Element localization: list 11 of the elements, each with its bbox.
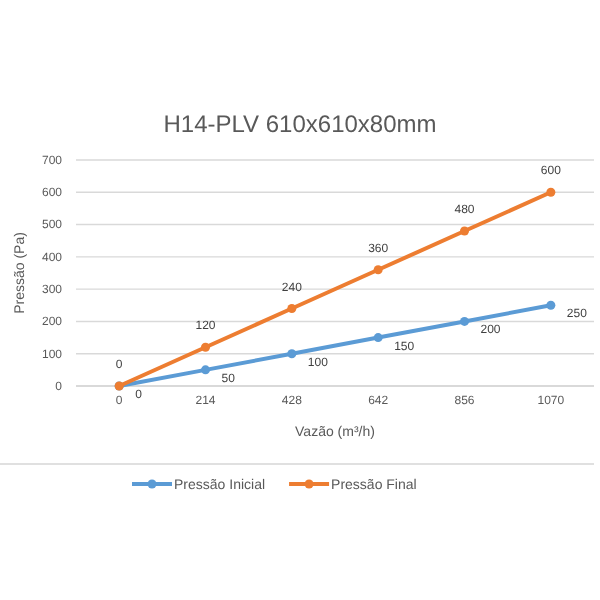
chart-title: H14-PLV 610x610x80mm	[163, 110, 437, 138]
point	[459, 226, 470, 236]
point	[546, 187, 556, 197]
point	[287, 304, 297, 314]
point	[200, 342, 211, 352]
point	[373, 265, 383, 275]
point	[546, 300, 556, 310]
point	[373, 333, 383, 343]
point	[200, 365, 211, 375]
point	[459, 316, 470, 326]
point	[287, 349, 297, 359]
